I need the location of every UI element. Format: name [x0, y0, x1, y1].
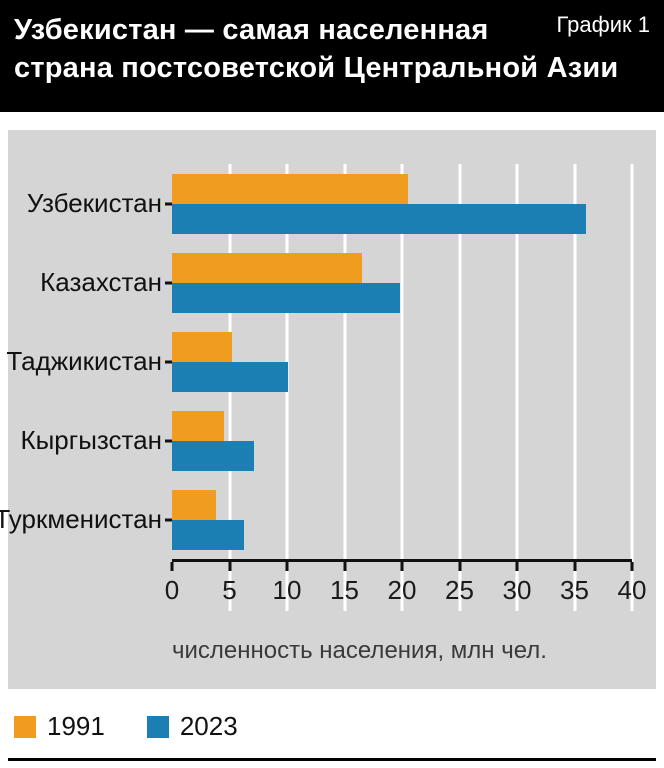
chart-panel: Узбекистан Казахстан Таджикистан Кыргызстан…	[0, 130, 656, 689]
page-title: Узбекистан — самая населенная страна пос…	[14, 14, 619, 84]
x-axis: 0 5 10 15 20 25 30 35 40	[165, 559, 646, 611]
x-tick-label: 35	[560, 575, 589, 605]
chart-number-label: График 1	[556, 12, 650, 37]
bar-group	[172, 164, 632, 243]
x-tick-label: 5	[222, 575, 237, 605]
x-tick-label: 0	[164, 575, 180, 605]
x-tick-label: 20	[387, 575, 417, 605]
footer-divider	[8, 758, 656, 761]
x-tick-label: 30	[502, 575, 532, 605]
bar-chart: Узбекистан Казахстан Таджикистан Кыргызстан…	[0, 164, 656, 611]
category-label: Казахстан	[8, 243, 172, 322]
plot-area: 0 5 10 15 20 25 30 35 40	[165, 164, 646, 611]
legend-label: 1991	[47, 711, 105, 741]
bar-1991	[172, 173, 408, 204]
bar-group	[172, 401, 632, 480]
category-axis: Узбекистан Казахстан Таджикистан Кыргызстан…	[0, 164, 172, 611]
bar-2023	[172, 519, 245, 550]
bar-1991	[172, 252, 362, 283]
x-axis-title: численность населения, млн чел.	[172, 637, 547, 664]
gridline	[573, 164, 576, 611]
x-tick	[458, 562, 461, 571]
x-tick	[515, 562, 519, 571]
bar-1991	[172, 410, 224, 441]
category-label: Кыргызстан	[8, 401, 172, 480]
bar-2023	[172, 361, 289, 392]
bar-1991	[172, 489, 216, 520]
bar-2023	[172, 282, 400, 313]
x-tick-label: 10	[272, 575, 302, 605]
x-tick	[285, 562, 289, 571]
bars-container	[172, 164, 632, 559]
legend-label: 2023	[179, 711, 238, 741]
chart-header: Узбекистан — самая населенная страна пос…	[0, 0, 664, 112]
bar-1991	[172, 331, 232, 362]
gridline	[400, 164, 404, 611]
x-tick-label: 40	[617, 575, 647, 605]
legend-item-2023: 2023	[146, 711, 238, 742]
source-note: Источник: Всемирный банк	[0, 761, 664, 768]
x-tick	[170, 562, 174, 571]
bar-group	[172, 243, 632, 322]
chart-legend: 1991 2023	[14, 711, 664, 742]
legend-item-1991: 1991	[14, 711, 105, 742]
gridline	[515, 164, 519, 611]
x-tick	[630, 562, 634, 571]
bar-group	[172, 480, 632, 559]
x-tick	[228, 562, 231, 571]
gridline	[630, 164, 634, 611]
x-tick	[400, 562, 404, 571]
x-tick	[573, 562, 576, 571]
legend-swatch-icon	[146, 715, 169, 738]
bar-2023	[172, 440, 254, 471]
x-tick-label: 15	[330, 575, 359, 605]
gridline	[458, 164, 461, 611]
category-label: Узбекистан	[8, 164, 172, 243]
bar-2023	[172, 203, 586, 234]
legend-swatch-icon	[14, 715, 36, 738]
x-tick	[343, 562, 346, 571]
bar-group	[172, 322, 632, 401]
category-label: Таджикистан	[6, 322, 172, 401]
category-label: Туркменистан	[0, 480, 172, 559]
gridline	[343, 164, 346, 611]
x-tick-label: 25	[445, 575, 474, 605]
